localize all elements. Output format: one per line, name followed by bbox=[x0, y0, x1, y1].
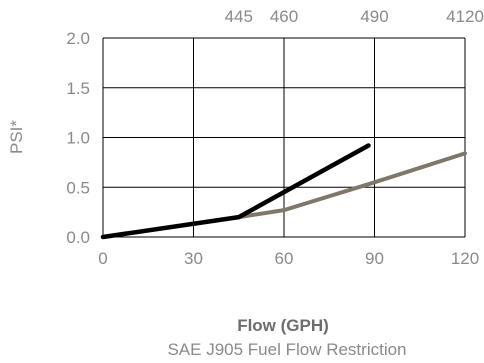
x-tick-labels: 0 30 60 90 120 bbox=[98, 249, 479, 268]
x-tick-label: 120 bbox=[451, 249, 479, 268]
chart-caption: SAE J905 Fuel Flow Restriction bbox=[167, 340, 406, 359]
y-tick-label: 1.5 bbox=[66, 79, 90, 98]
y-tick-label: 0.0 bbox=[66, 228, 90, 247]
x-tick-label: 90 bbox=[365, 249, 384, 268]
y-tick-label: 2.0 bbox=[66, 29, 90, 48]
top-tick-labels: 445 460 490 4120 bbox=[225, 7, 484, 26]
series-layer bbox=[100, 143, 467, 240]
x-tick-label: 30 bbox=[184, 249, 203, 268]
y-tick-label: 0.5 bbox=[66, 178, 90, 197]
top-tick-label: 445 bbox=[225, 7, 253, 26]
x-tick-label: 60 bbox=[275, 249, 294, 268]
y-tick-labels: 0.0 0.5 1.0 1.5 2.0 bbox=[66, 29, 90, 247]
y-tick-label: 1.0 bbox=[66, 129, 90, 148]
y-axis-title: PSI* bbox=[7, 120, 26, 154]
series-line-1 bbox=[100, 143, 371, 240]
x-tick-label: 0 bbox=[98, 249, 107, 268]
top-tick-label: 460 bbox=[270, 7, 298, 26]
x-axis-title: Flow (GPH) bbox=[237, 316, 329, 335]
top-tick-label: 4120 bbox=[446, 7, 484, 26]
grid bbox=[102, 37, 466, 238]
series-line-2 bbox=[236, 151, 467, 220]
top-tick-label: 490 bbox=[360, 7, 388, 26]
